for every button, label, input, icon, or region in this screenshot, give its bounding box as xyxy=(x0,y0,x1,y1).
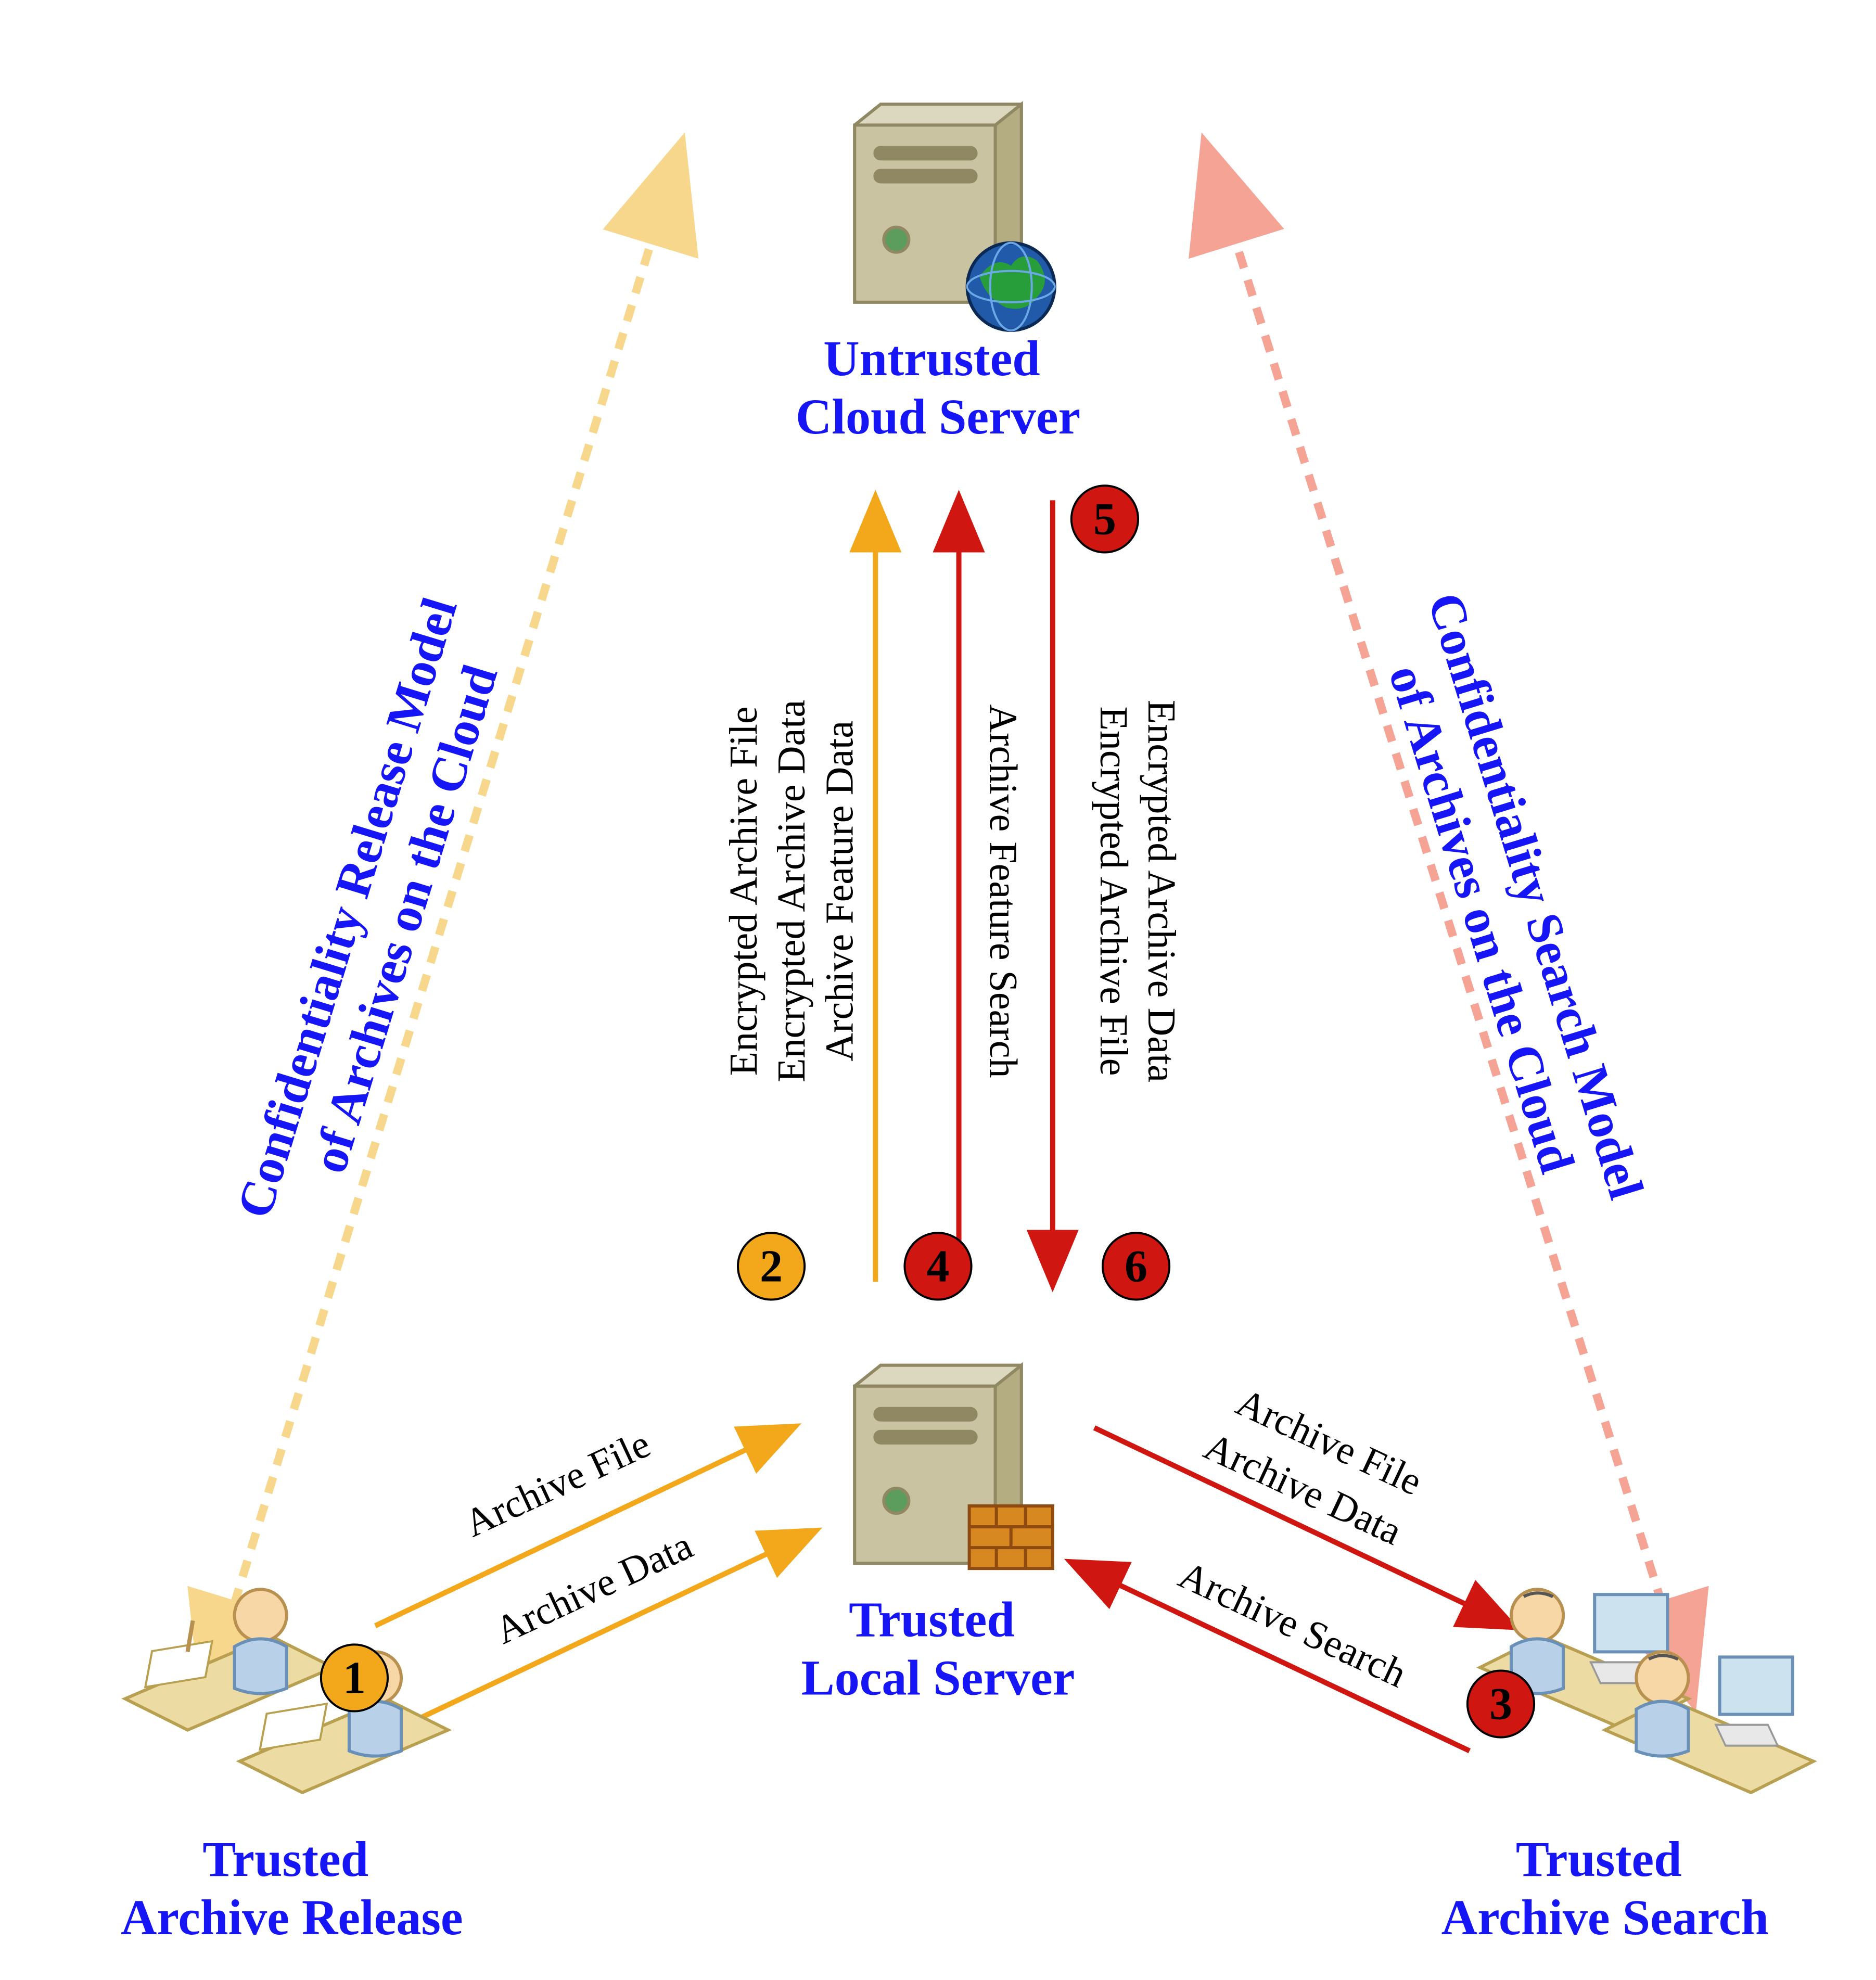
circle-6: 6 xyxy=(1103,1233,1169,1299)
arrow-2-l1: Encrypted Archive File xyxy=(722,706,765,1076)
release-label: Trusted Archive Release xyxy=(121,1831,463,1945)
release-users-icon xyxy=(125,1589,448,1793)
cloud-server-label: Untrusted Cloud Server xyxy=(796,330,1080,444)
svg-text:1: 1 xyxy=(343,1652,366,1703)
circle-2: 2 xyxy=(738,1233,805,1299)
model-left-label: Confidentiality Release Model of Archive… xyxy=(226,579,527,1241)
cloud-server-l1: Untrusted xyxy=(823,330,1040,386)
arrow-2-l2: Encrypted Archive Data xyxy=(770,700,813,1082)
arrow-5-l2: Encrypted Archive Data xyxy=(1140,700,1183,1082)
local-server-l2: Local Server xyxy=(801,1650,1075,1706)
model-right-label: Confidentiality Search Model of Archives… xyxy=(1361,586,1658,1234)
svg-text:5: 5 xyxy=(1093,493,1116,544)
svg-text:2: 2 xyxy=(760,1241,783,1292)
local-server-icon xyxy=(854,1365,1053,1569)
cloud-server-l2: Cloud Server xyxy=(796,389,1080,444)
local-server-label: Trusted Local Server xyxy=(801,1591,1075,1705)
arrow-2-l3: Archive Feature Data xyxy=(818,721,861,1062)
release-l2: Archive Release xyxy=(121,1889,463,1945)
arrow-6-file xyxy=(1094,1428,1511,1626)
arrow-5-l1: Encrypted Archive File xyxy=(1092,706,1135,1076)
search-l1: Trusted xyxy=(1516,1831,1682,1887)
svg-text:3: 3 xyxy=(1489,1679,1512,1730)
diagram-canvas: Confidentiality Release Model of Archive… xyxy=(0,0,1876,1980)
arrow-4-label: Archive Feature Search xyxy=(981,704,1025,1078)
circle-3: 3 xyxy=(1467,1670,1534,1737)
local-server-l1: Trusted xyxy=(849,1591,1015,1647)
svg-text:6: 6 xyxy=(1125,1241,1147,1292)
search-label: Trusted Archive Search xyxy=(1441,1831,1769,1945)
arrow-1-file-label: Archive File xyxy=(458,1422,657,1545)
release-l1: Trusted xyxy=(202,1831,368,1887)
circle-5: 5 xyxy=(1071,486,1138,552)
svg-text:4: 4 xyxy=(926,1241,949,1292)
cloud-server-icon xyxy=(854,104,1055,330)
circle-1: 1 xyxy=(321,1644,388,1711)
search-l2: Archive Search xyxy=(1441,1889,1769,1945)
circle-4: 4 xyxy=(904,1233,971,1299)
